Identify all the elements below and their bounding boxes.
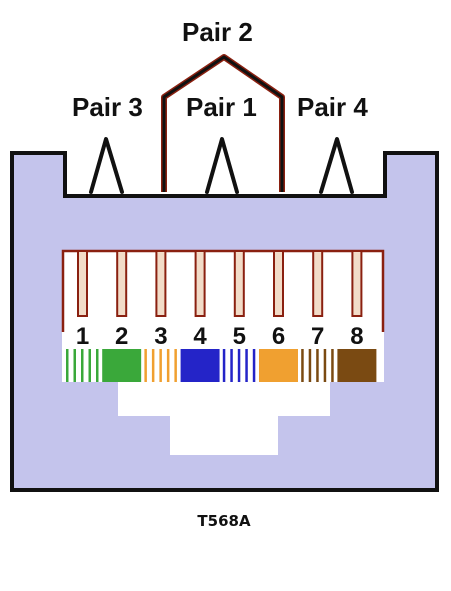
pair2-wire <box>161 54 285 192</box>
wire-color-pin-8 <box>337 349 377 382</box>
contacts <box>77 250 363 317</box>
pin-number-1: 1 <box>76 323 89 350</box>
pair-wires <box>89 137 354 194</box>
plug-key <box>118 382 330 455</box>
pin-number-5: 5 <box>233 323 246 350</box>
wire-color-pin-7 <box>298 349 338 382</box>
wire-color-pin-4 <box>180 349 220 382</box>
pin-number-3: 3 <box>154 323 167 350</box>
wire-color-pin-3 <box>141 349 181 382</box>
contact-pin-6 <box>273 250 284 317</box>
wire-color-pin-1 <box>63 349 102 382</box>
contact-pin-2 <box>116 250 128 317</box>
contact-pin-8 <box>351 250 363 317</box>
contact-pin-3 <box>155 250 167 317</box>
contact-area-border <box>61 249 385 332</box>
pair3-wire <box>89 137 124 194</box>
pair2-label: Pair 2 <box>182 17 253 47</box>
contact-pin-1 <box>77 250 88 317</box>
wire-color-blocks <box>63 349 377 382</box>
wire-color-pin-2 <box>102 349 142 382</box>
standard-caption: T568A <box>197 512 251 530</box>
pair1-label: Pair 1 <box>186 92 257 122</box>
pin-number-2: 2 <box>115 323 128 350</box>
pair1-wire <box>205 137 239 194</box>
contact-pin-5 <box>233 250 245 317</box>
pair4-wire <box>319 137 354 194</box>
pin-number-4: 4 <box>193 323 207 350</box>
contact-pin-7 <box>312 250 324 317</box>
pin-number-6: 6 <box>272 323 285 350</box>
pair3-label: Pair 3 <box>72 92 143 122</box>
pin-number-7: 7 <box>311 323 324 350</box>
wire-color-pin-5 <box>219 349 259 382</box>
pair4-label: Pair 4 <box>297 92 368 122</box>
wire-color-pin-6 <box>259 349 298 382</box>
contact-pin-4 <box>194 250 206 317</box>
pin-number-8: 8 <box>350 323 363 350</box>
